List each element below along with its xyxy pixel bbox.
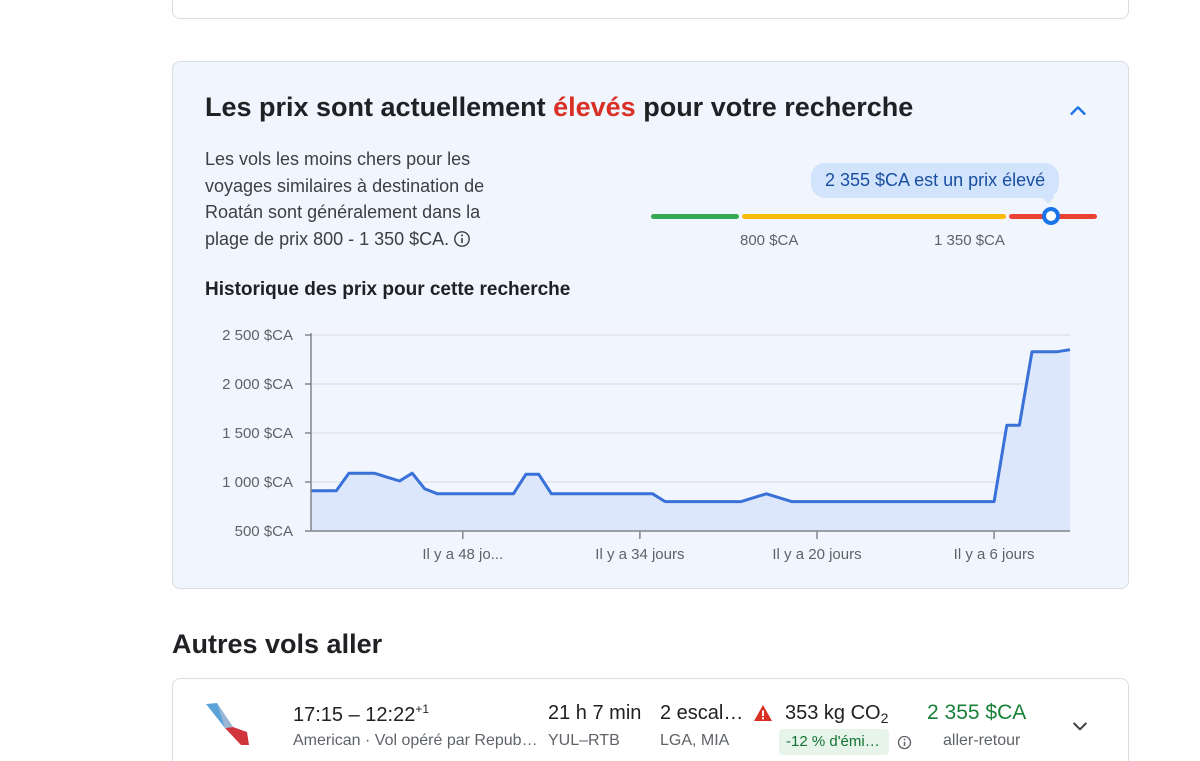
airline-name: American · Vol opéré par Republic Airway…	[293, 732, 538, 749]
current-price-marker	[1042, 207, 1060, 225]
price-history-title: Historique des prix pour cette recherche	[205, 279, 571, 300]
y-tick-label: 2 500 $CA	[222, 327, 293, 344]
insights-title: Les prix sont actuellement élevés pour v…	[205, 92, 914, 122]
range-high-label: 1 350 $CA	[934, 232, 1005, 249]
y-tick-label: 1 500 $CA	[222, 425, 293, 442]
day-offset: +1	[415, 702, 430, 716]
price-area-fill	[311, 349, 1070, 531]
chevron-up-icon	[1070, 106, 1086, 115]
price-history-chart[interactable]: 2 500 $CA 2 000 $CA 1 500 $CA 1 000 $CA 500 …	[173, 62, 1128, 588]
x-tick-label: Il y a 20 jours	[772, 546, 861, 563]
flight-price: 2 355 $CA	[927, 701, 1027, 724]
low-price-range-bar	[651, 214, 739, 219]
range-low-label: 800 $CA	[740, 232, 799, 249]
y-tick-label: 500 $CA	[235, 523, 293, 540]
american-airlines-logo	[206, 703, 249, 745]
bubble-tail	[1041, 196, 1055, 204]
collapse-button[interactable]	[1063, 96, 1093, 126]
flight-result-card[interactable]: 17:15 – 12:22+1 American · Vol opéré par…	[172, 678, 1129, 761]
emissions-badge: -12 % d'émissions	[779, 729, 889, 755]
flight-stops: 2 escales	[660, 702, 744, 724]
x-tick-label: Il y a 34 jours	[595, 546, 684, 563]
info-icon[interactable]	[453, 229, 471, 256]
x-tick-label: Il y a 6 jours	[954, 546, 1035, 563]
warning-icon	[754, 705, 772, 721]
stop-airports: LGA, MIA	[660, 732, 730, 749]
chevron-down-icon	[1073, 722, 1087, 731]
co2-emissions: 353 kg CO2	[785, 702, 889, 726]
other-flights-title: Autres vols aller	[172, 629, 383, 659]
flight-route: YUL–RTB	[548, 732, 620, 749]
flight-duration: 21 h 7 min	[548, 702, 642, 724]
price-line	[311, 348, 1071, 504]
flight-times: 17:15 – 12:22+1	[293, 702, 430, 726]
price-range-description: Les vols les moins chers pour les voyage…	[205, 146, 515, 255]
y-tick-label: 2 000 $CA	[222, 376, 293, 393]
expand-details-button[interactable]	[1066, 712, 1094, 740]
price-insights-panel: Les prix sont actuellement élevés pour v…	[172, 61, 1129, 589]
previous-card	[172, 0, 1129, 19]
emissions-info-icon[interactable]	[897, 735, 912, 750]
x-tick-label: Il y a 48 jo...	[422, 546, 503, 563]
trip-type: aller-retour	[943, 732, 1021, 749]
typical-price-range-bar	[742, 214, 1006, 219]
price-level-highlight: élevés	[553, 92, 636, 122]
current-price-bubble: 2 355 $CA est un prix élevé	[811, 163, 1060, 198]
y-tick-label: 1 000 $CA	[222, 474, 293, 491]
